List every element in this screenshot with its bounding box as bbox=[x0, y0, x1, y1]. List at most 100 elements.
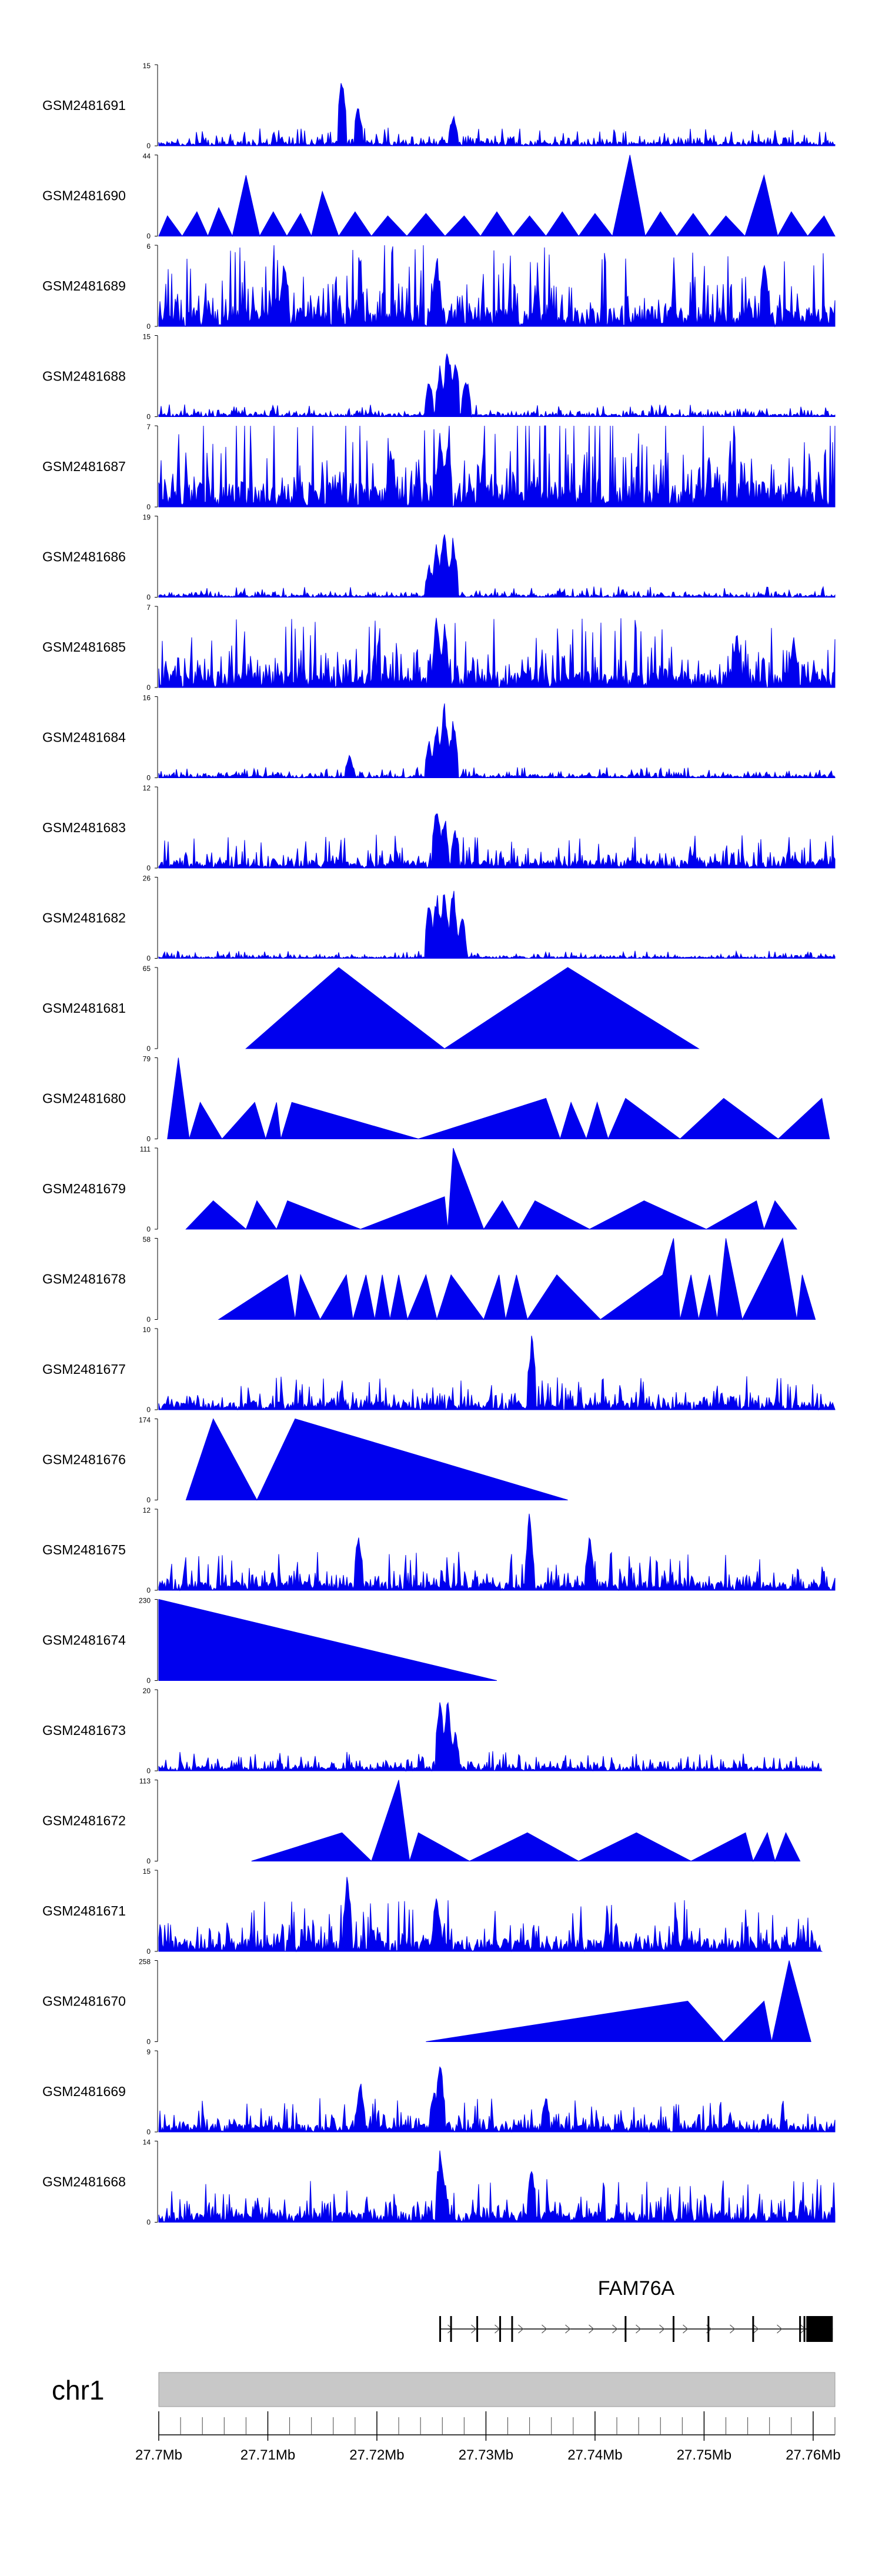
track-GSM2481670: GSM2481670 258 0 bbox=[42, 1958, 811, 2046]
track-GSM2481679: GSM2481679 111 0 bbox=[42, 1145, 798, 1233]
coverage-signal bbox=[218, 1237, 816, 1321]
track-GSM2481674: GSM2481674 230 0 bbox=[42, 1597, 497, 1685]
coverage-signal bbox=[158, 425, 836, 508]
track-GSM2481683: GSM2481683 12 0 bbox=[42, 784, 836, 872]
x-tick-label: 27.73Mb bbox=[459, 2447, 513, 2463]
track-GSM2481687: GSM2481687 7 0 bbox=[42, 423, 836, 511]
y-tick-zero: 0 bbox=[146, 1135, 151, 1143]
y-tick-max: 15 bbox=[143, 333, 151, 341]
coverage-signal bbox=[158, 83, 836, 147]
gene-label: FAM76A bbox=[598, 2277, 675, 2300]
track-GSM2481669: GSM2481669 9 0 bbox=[42, 2048, 836, 2136]
y-tick-max: 65 bbox=[143, 965, 151, 973]
y-tick-max: 7 bbox=[146, 603, 151, 612]
y-tick-zero: 0 bbox=[146, 864, 151, 872]
gene-exon bbox=[672, 2316, 674, 2342]
x-tick-label: 27.74Mb bbox=[567, 2447, 622, 2463]
y-tick-max: 19 bbox=[143, 513, 151, 522]
x-tick-label: 27.71Mb bbox=[240, 2447, 295, 2463]
strand-arrow bbox=[683, 2324, 689, 2334]
y-tick-zero: 0 bbox=[146, 232, 151, 241]
y-tick-max: 44 bbox=[143, 152, 151, 161]
coverage-signal bbox=[251, 1780, 801, 1863]
y-tick-zero: 0 bbox=[146, 1767, 151, 1775]
gene-exon bbox=[499, 2316, 502, 2342]
y-tick-zero: 0 bbox=[146, 1857, 151, 1866]
y-tick-max: 79 bbox=[143, 1055, 151, 1063]
y-tick-zero: 0 bbox=[146, 683, 151, 692]
gene-exon bbox=[624, 2316, 627, 2342]
gene-exon bbox=[476, 2316, 479, 2342]
y-tick-zero: 0 bbox=[146, 774, 151, 782]
coverage-signal bbox=[245, 967, 700, 1049]
y-tick-max: 15 bbox=[143, 1867, 151, 1876]
strand-arrow bbox=[518, 2324, 524, 2334]
track-GSM2481688: GSM2481688 15 0 bbox=[42, 333, 836, 421]
gene-exon bbox=[803, 2316, 806, 2342]
strand-arrow bbox=[777, 2324, 783, 2334]
track-GSM2481689: GSM2481689 6 0 bbox=[42, 242, 836, 331]
track-label: GSM2481685 bbox=[42, 639, 126, 655]
track-label: GSM2481672 bbox=[42, 1813, 126, 1828]
track-label: GSM2481668 bbox=[42, 2174, 126, 2190]
strand-arrow bbox=[659, 2324, 665, 2334]
track-label: GSM2481676 bbox=[42, 1452, 126, 1467]
gene-exon bbox=[707, 2316, 710, 2342]
y-tick-max: 16 bbox=[143, 694, 151, 702]
y-tick-zero: 0 bbox=[146, 1316, 151, 1324]
coverage-signal bbox=[158, 618, 836, 689]
track-GSM2481677: GSM2481677 10 0 bbox=[42, 1326, 836, 1414]
track-label: GSM2481679 bbox=[42, 1181, 126, 1196]
y-tick-max: 20 bbox=[143, 1687, 151, 1695]
strand-arrow bbox=[589, 2324, 594, 2334]
y-tick-zero: 0 bbox=[146, 2218, 151, 2227]
track-GSM2481673: GSM2481673 20 0 bbox=[42, 1687, 823, 1775]
data-tracks: GSM2481691150GSM2481690440GSM248168960GS… bbox=[42, 62, 836, 2227]
track-GSM2481686: GSM2481686 19 0 bbox=[42, 513, 836, 602]
gene-model-track: FAM76A bbox=[439, 2277, 833, 2342]
y-tick-zero: 0 bbox=[146, 413, 151, 421]
y-tick-zero: 0 bbox=[146, 1677, 151, 1685]
strand-arrow bbox=[565, 2324, 571, 2334]
y-tick-max: 6 bbox=[146, 242, 151, 251]
x-tick-label: 27.7Mb bbox=[135, 2447, 182, 2463]
track-label: GSM2481678 bbox=[42, 1272, 126, 1287]
coverage-signal bbox=[426, 1960, 811, 2043]
coverage-signal bbox=[158, 890, 836, 959]
y-tick-zero: 0 bbox=[146, 593, 151, 602]
strand-arrow bbox=[471, 2324, 477, 2334]
gene-last-exon bbox=[806, 2316, 833, 2342]
y-tick-max: 12 bbox=[143, 1506, 151, 1514]
track-label: GSM2481688 bbox=[42, 369, 126, 384]
strand-arrow bbox=[730, 2324, 736, 2334]
track-label: GSM2481677 bbox=[42, 1362, 126, 1377]
chromosome-label: chr1 bbox=[52, 2375, 104, 2405]
y-tick-zero: 0 bbox=[146, 2128, 151, 2136]
y-tick-zero: 0 bbox=[146, 503, 151, 511]
track-label: GSM2481690 bbox=[42, 188, 126, 203]
strand-arrow bbox=[636, 2324, 642, 2334]
y-tick-zero: 0 bbox=[146, 1225, 151, 1233]
track-label: GSM2481681 bbox=[42, 1000, 126, 1016]
coverage-signal bbox=[158, 1877, 823, 1953]
strand-arrow bbox=[753, 2324, 759, 2334]
y-tick-zero: 0 bbox=[146, 2038, 151, 2046]
gene-exon bbox=[450, 2316, 452, 2342]
coverage-signal bbox=[158, 1599, 497, 1681]
track-label: GSM2481671 bbox=[42, 1903, 126, 1918]
coverage-signal bbox=[185, 1147, 798, 1230]
y-tick-zero: 0 bbox=[146, 322, 151, 331]
y-tick-max: 15 bbox=[143, 62, 151, 70]
y-tick-zero: 0 bbox=[146, 1586, 151, 1594]
track-label: GSM2481691 bbox=[42, 98, 126, 113]
y-tick-max: 258 bbox=[139, 1958, 151, 1966]
track-label: GSM2481680 bbox=[42, 1091, 126, 1106]
gene-exon bbox=[752, 2316, 754, 2342]
coverage-signal bbox=[158, 2066, 836, 2133]
coverage-signal bbox=[158, 534, 836, 598]
coverage-signal bbox=[158, 155, 836, 238]
track-GSM2481675: GSM2481675 12 0 bbox=[42, 1506, 836, 1594]
y-tick-max: 174 bbox=[139, 1416, 151, 1424]
strand-arrow bbox=[612, 2324, 618, 2334]
coverage-signal bbox=[158, 703, 836, 779]
